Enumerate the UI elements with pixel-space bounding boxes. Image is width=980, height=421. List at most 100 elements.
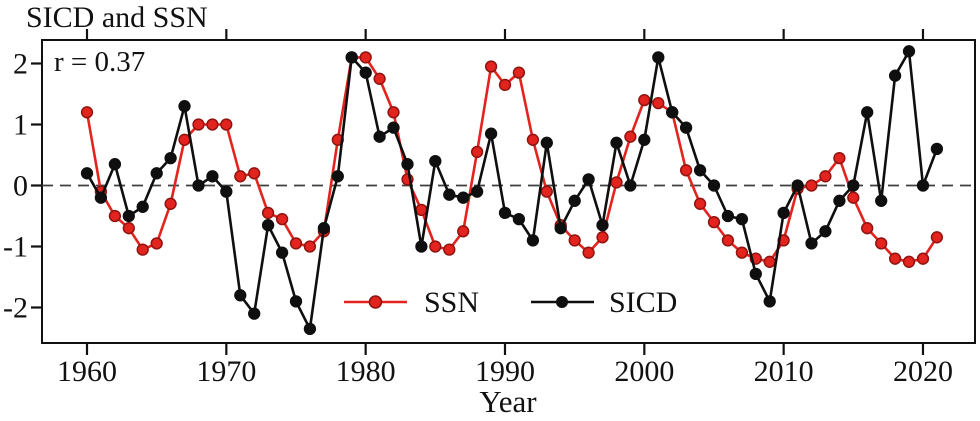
y-tick-label: 0 — [13, 170, 28, 203]
sicd-point — [164, 151, 177, 165]
sicd-point — [693, 164, 707, 177]
ssn-point — [847, 191, 860, 204]
ssn-point — [192, 118, 205, 131]
sicd-point — [819, 225, 832, 238]
sicd-point — [498, 206, 512, 220]
ssn-point — [150, 237, 163, 250]
legend-ssn-label: SSN — [424, 286, 479, 319]
ssn-point — [359, 51, 372, 64]
sicd-point — [387, 121, 400, 134]
ssn-point — [568, 234, 581, 247]
sicd-point — [777, 206, 790, 220]
sicd-point — [192, 179, 205, 192]
ssn-point — [735, 246, 749, 259]
x-tick-label: 1990 — [475, 355, 535, 388]
ssn-point — [721, 234, 735, 247]
sicd-point — [582, 173, 595, 186]
ssn-point — [833, 151, 846, 165]
sicd-point — [596, 219, 609, 232]
ssn-point — [373, 72, 386, 85]
ssn-point — [80, 106, 94, 119]
sicd-point — [470, 185, 484, 198]
ssn-point — [470, 145, 484, 159]
sicd-point — [568, 194, 581, 207]
x-axis-label: Year — [479, 384, 537, 419]
ssn-point — [805, 179, 818, 192]
legend-ssn-marker — [368, 295, 383, 309]
ssn-point — [624, 130, 637, 143]
sicd-point — [902, 45, 916, 58]
sicd-point — [457, 191, 470, 204]
plot-content: 1960 1970 1980 1990 2000 2010 2020 -2 -1 0 1 2 — [3, 29, 975, 388]
ssn-point — [930, 231, 944, 244]
x-tick-label: 2000 — [614, 355, 674, 388]
sicd-point — [735, 212, 749, 226]
ssn-point — [888, 252, 902, 265]
sicd-point — [791, 179, 804, 192]
sicd-point — [749, 267, 762, 281]
ssn-point — [582, 246, 595, 259]
sicd-point — [484, 127, 498, 140]
plot-frame — [41, 39, 976, 344]
sicd-point — [721, 209, 735, 223]
x-tick-label: 2010 — [754, 355, 814, 388]
ssn-point — [387, 106, 400, 119]
ssn-point — [484, 60, 498, 73]
ssn-point — [108, 209, 122, 223]
ssn-line — [85, 56, 938, 264]
ssn-point — [819, 170, 832, 183]
sicd-point — [220, 185, 233, 198]
sicd-point — [847, 179, 860, 192]
sicd-point — [610, 136, 623, 149]
ssn-point — [206, 118, 219, 131]
ssn-point — [763, 255, 776, 268]
ssn-point — [178, 133, 191, 146]
sicd-point — [805, 237, 818, 250]
x-tick-label: 2020 — [893, 355, 953, 388]
sicd-point — [624, 179, 637, 192]
sicd-point — [679, 121, 693, 134]
sicd-point — [94, 191, 108, 204]
ssn-point — [610, 176, 623, 189]
ssn-point — [303, 240, 317, 253]
ssn-point — [443, 243, 456, 256]
ssn-point — [289, 237, 303, 250]
sicd-point — [429, 154, 442, 168]
sicd-point — [80, 167, 94, 180]
ssn-point — [902, 255, 916, 268]
y-tick-label: 2 — [13, 48, 28, 81]
x-tick-label: 1960 — [57, 355, 117, 388]
ssn-point — [457, 225, 470, 238]
sicd-point — [930, 142, 944, 156]
sicd-point — [275, 246, 289, 259]
ssn-point — [261, 206, 275, 220]
sicd-point — [888, 69, 902, 82]
ssn-point — [122, 222, 135, 235]
sicd-point — [512, 212, 526, 226]
ssn-point — [220, 118, 233, 131]
sicd-point — [540, 136, 553, 149]
legend: SSN SICD — [344, 286, 677, 319]
ssn-point — [248, 167, 261, 180]
ssn-point — [234, 170, 247, 183]
sicd-point — [108, 158, 122, 171]
sicd-point — [861, 106, 874, 119]
ssn-point — [136, 243, 149, 256]
sicd-point — [707, 179, 721, 192]
x-tick-label: 1980 — [336, 355, 396, 388]
sicd-point — [234, 289, 247, 302]
y-tick-label: 1 — [13, 109, 28, 142]
sicd-point — [136, 200, 149, 213]
sicd-point — [150, 167, 163, 180]
ssn-point — [916, 252, 930, 265]
sicd-point — [652, 51, 665, 64]
sicd-point — [638, 133, 651, 146]
ssn-point — [164, 197, 177, 210]
sicd-point — [122, 209, 135, 223]
ssn-point — [596, 231, 609, 244]
y-tick-label: -2 — [3, 292, 28, 325]
ssn-point — [429, 240, 442, 253]
sicd-point — [666, 106, 679, 119]
